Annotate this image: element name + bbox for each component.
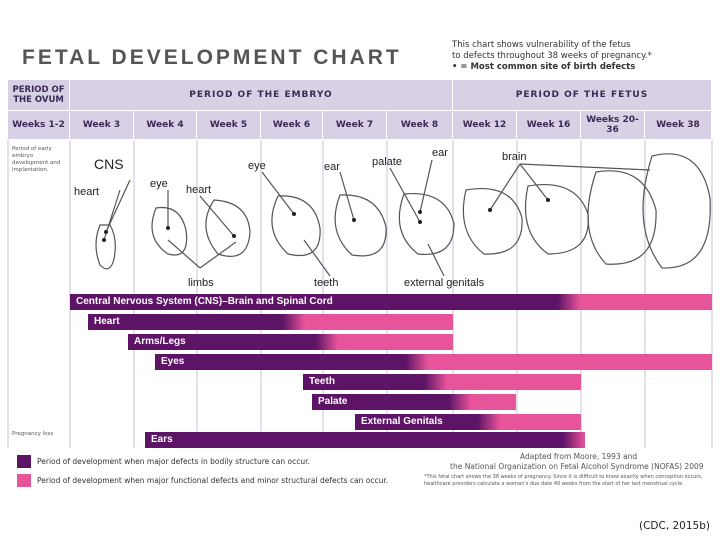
bar-label: Teeth — [309, 376, 335, 387]
label-heart-1: heart — [74, 186, 100, 198]
fetus-week12 — [462, 188, 523, 255]
bar-4: Eyes — [155, 354, 712, 370]
week-header-9: Week 16 — [517, 111, 581, 139]
label-external-genitals: external genitals — [404, 277, 485, 289]
embryo-week3 — [95, 224, 116, 270]
bar-label: Palate — [318, 396, 348, 407]
week-header-8: Week 12 — [453, 111, 517, 139]
note-line-3: • = Most common site of birth defects — [452, 62, 636, 72]
note-line-1: This chart shows vulnerability of the fe… — [452, 40, 631, 50]
label-ear-1: ear — [324, 161, 340, 173]
note-line-2: to defects throughout 38 weeks of pregna… — [452, 51, 652, 61]
bar-label: Arms/Legs — [134, 336, 186, 347]
embryo-week4 — [151, 206, 188, 256]
week-header-5: Week 6 — [261, 111, 323, 139]
header-period-fetus: PERIOD OF THE FETUS — [453, 80, 712, 110]
bar-5: Teeth — [303, 374, 581, 390]
label-brain: brain — [502, 151, 527, 163]
label-palate: palate — [372, 156, 402, 168]
credit-line-2: the National Organization on Fetal Alcoh… — [450, 462, 704, 471]
side-label-early: Period of early embryo development and i… — [12, 146, 61, 173]
label-heart-2: heart — [186, 184, 212, 196]
credit-footnote: *This fetal chart shows the 38 weeks of … — [424, 474, 703, 487]
bar-label: External Genitals — [361, 416, 443, 427]
legend-major-swatch — [17, 455, 31, 468]
bar-8: Ears — [145, 432, 585, 448]
week-header-7: Week 8 — [387, 111, 453, 139]
chart-note: This chart shows vulnerability of the fe… — [452, 40, 692, 73]
label-cns: CNS — [94, 156, 124, 172]
week-header-11: Week 38 — [645, 111, 712, 139]
label-teeth: teeth — [314, 277, 339, 289]
week-header-1: Weeks 1-2 — [8, 111, 70, 139]
legend-functional-swatch — [17, 474, 31, 487]
week-header-3: Week 4 — [134, 111, 197, 139]
bar-label: Heart — [94, 316, 120, 327]
credit-line-1: Adapted from Moore, 1993 and — [520, 452, 638, 461]
page-title: FETAL DEVELOPMENT CHART — [22, 46, 402, 69]
bar-label: Eyes — [161, 356, 185, 367]
bar-6: Palate — [312, 394, 516, 410]
embryo-week8 — [398, 192, 455, 256]
bar-1: Central Nervous System (CNS)–Brain and S… — [70, 294, 712, 310]
legend-functional-text: Period of development when major functio… — [37, 476, 389, 485]
bar-label: Ears — [151, 434, 173, 445]
label-eye-1: eye — [150, 178, 168, 190]
fetus-week38 — [642, 153, 711, 269]
week-header-10: Weeks 20-36 — [581, 111, 645, 139]
header-period-embryo: PERIOD OF THE EMBRYO — [70, 80, 453, 110]
embryo-week6 — [271, 195, 321, 256]
label-limbs: limbs — [188, 277, 214, 289]
side-label-loss: Pregnancy loss — [12, 431, 54, 437]
embryo-week5 — [205, 199, 251, 257]
week-header-2: Week 3 — [70, 111, 134, 139]
week-header-6: Week 7 — [323, 111, 387, 139]
bar-label: Central Nervous System (CNS)–Brain and S… — [76, 296, 333, 307]
header-period-ovum: PERIOD OF THE OVUM — [8, 80, 70, 110]
legend-major-text: Period of development when major defects… — [37, 457, 310, 466]
week-header-4: Week 5 — [197, 111, 261, 139]
bar-7: External Genitals — [355, 414, 581, 430]
citation: (CDC, 2015b) — [638, 520, 710, 532]
fetus-week16 — [524, 184, 589, 255]
label-eye-2: eye — [248, 160, 266, 172]
fetus-week20-36 — [587, 170, 657, 265]
embryo-week7 — [334, 194, 387, 257]
label-ear-2: ear — [432, 147, 448, 159]
bar-2: Heart — [88, 314, 453, 330]
bar-3: Arms/Legs — [128, 334, 453, 350]
